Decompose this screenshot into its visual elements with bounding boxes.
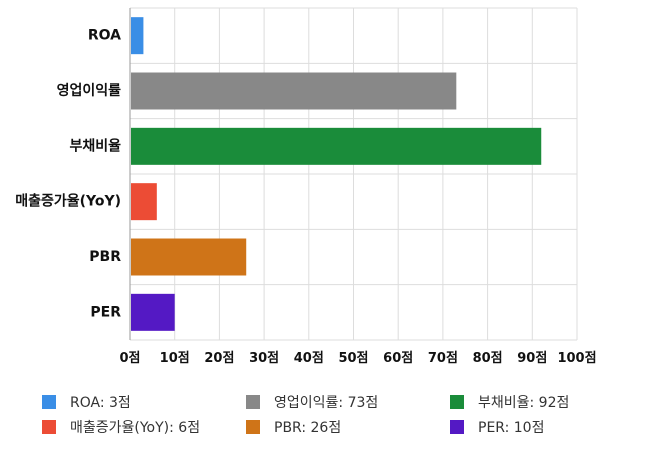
x-tick-label-7: 70점 [428, 351, 458, 366]
bar-2 [131, 127, 542, 165]
x-tick-label-1: 10점 [160, 351, 190, 366]
x-tick-label-9: 90점 [517, 351, 547, 366]
x-tick-label-6: 60점 [383, 351, 413, 366]
x-tick-label-8: 80점 [473, 351, 503, 366]
bar-4 [131, 238, 247, 276]
category-label-3: 매출증가율(YoY) [15, 193, 121, 210]
category-label-2: 부채비율 [69, 137, 121, 154]
bar-0 [131, 17, 144, 55]
x-tick-label-10: 100점 [557, 351, 596, 366]
category-label-4: PBR [89, 249, 121, 265]
bar-5 [131, 293, 175, 331]
x-tick-label-3: 30점 [249, 351, 279, 366]
x-tick-label-0: 0점 [119, 351, 140, 366]
x-tick-label-5: 50점 [338, 351, 368, 366]
bar-1 [131, 72, 457, 110]
category-label-0: ROA [88, 28, 121, 44]
category-label-1: 영업이익률 [57, 82, 122, 99]
x-tick-label-2: 20점 [204, 351, 234, 366]
category-label-5: PER [90, 304, 121, 320]
bar-3 [131, 183, 157, 221]
x-tick-label-4: 40점 [294, 351, 324, 366]
